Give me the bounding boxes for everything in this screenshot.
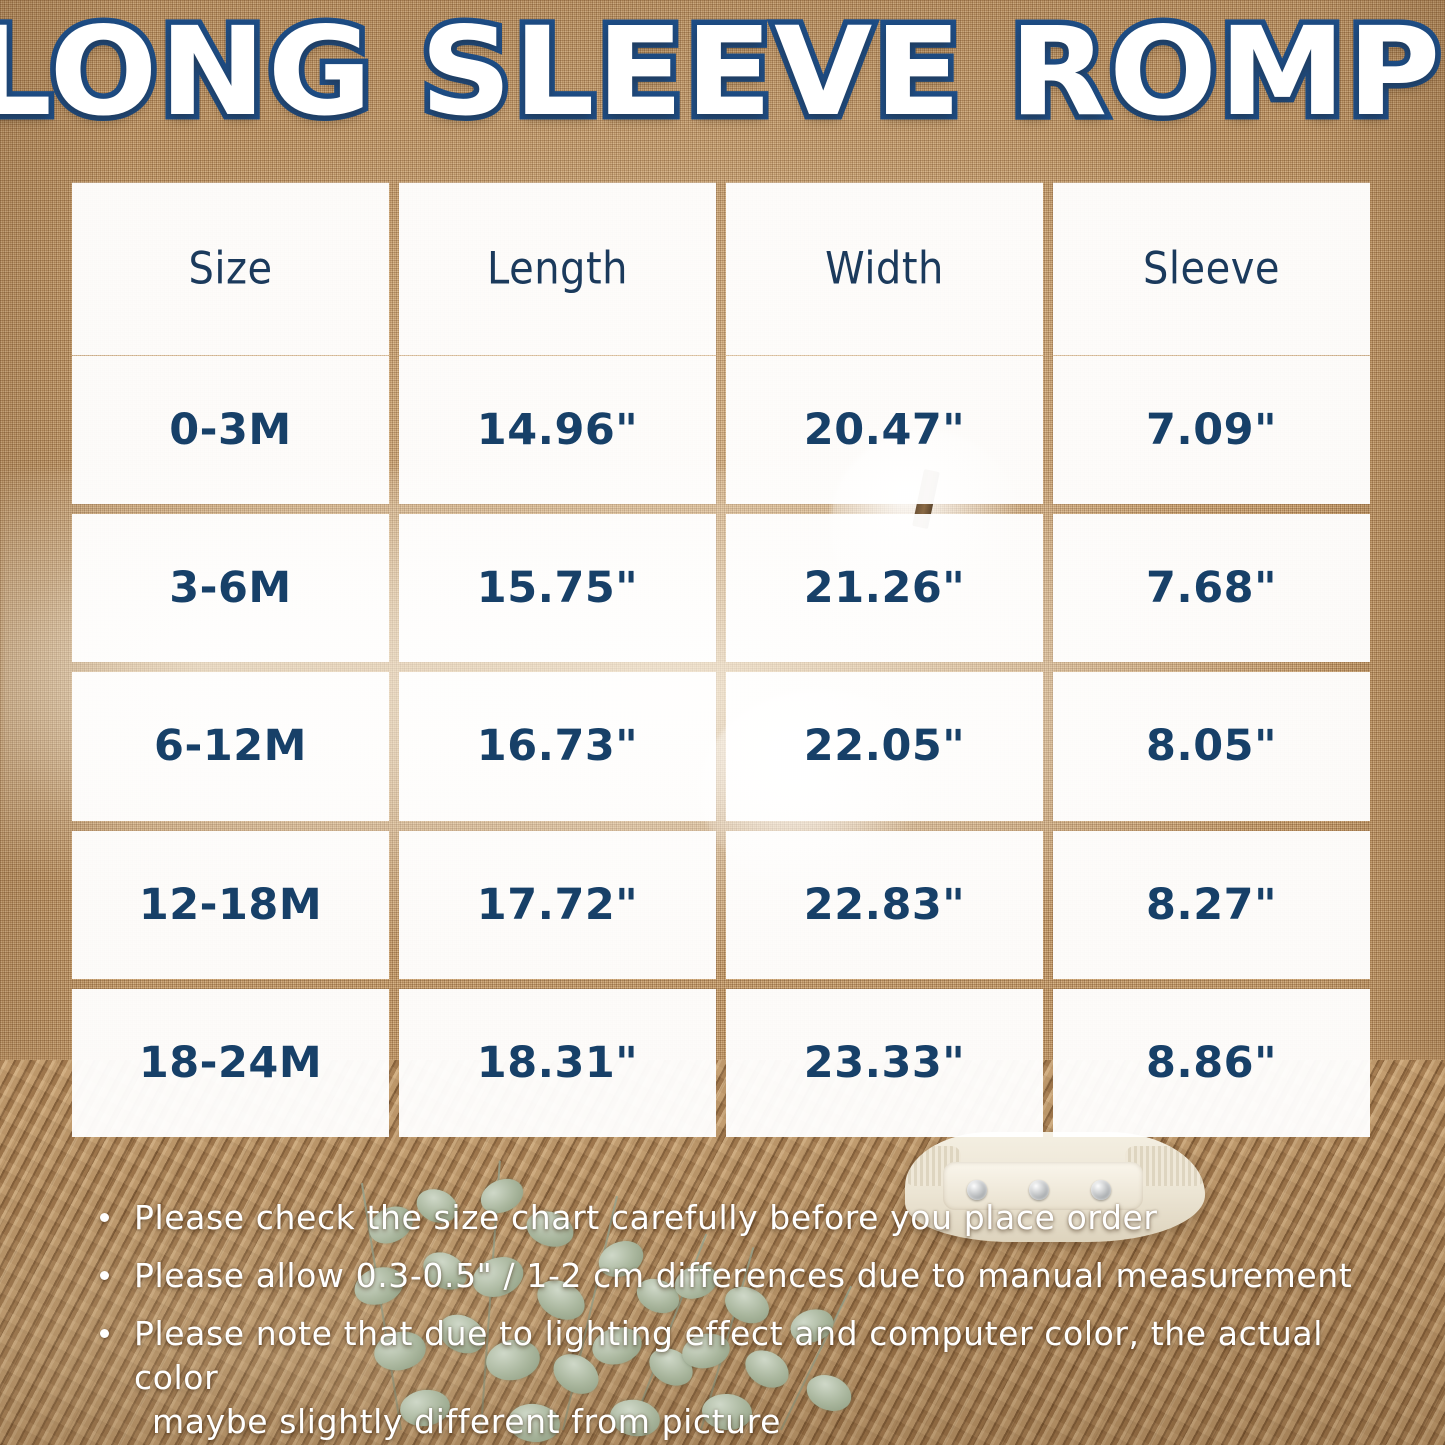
bullet-dot-icon xyxy=(100,1328,109,1338)
table-header-width: Width xyxy=(726,182,1043,356)
note-text-continued: maybe slightly different from picture xyxy=(152,1401,782,1441)
table-row: 20.47" xyxy=(726,356,1043,505)
table-row: 14.96" xyxy=(399,356,716,505)
table-row: 8.27" xyxy=(1053,830,1370,979)
table-row: 18.31" xyxy=(399,988,716,1137)
table-row: 22.05" xyxy=(726,672,1043,821)
note-item-1: Please check the size chart carefully be… xyxy=(92,1196,1375,1240)
table-row: 12-18M xyxy=(72,830,389,979)
disclaimer-notes: Please check the size chart carefully be… xyxy=(92,1196,1375,1445)
romper-snap-1 xyxy=(967,1180,987,1200)
bullet-dot-icon xyxy=(100,1213,109,1222)
size-chart-table: Size Length Width Sleeve 0-3M 14.96" 20.… xyxy=(72,182,1370,1137)
note-item-3: Please note that due to lighting effect … xyxy=(92,1312,1375,1444)
table-row: 16.73" xyxy=(399,672,716,821)
table-row: 8.86" xyxy=(1053,988,1370,1137)
baby-romper-photo xyxy=(905,1132,1205,1242)
table-row: 22.83" xyxy=(726,830,1043,979)
table-header-sleeve: Sleeve xyxy=(1053,182,1370,356)
table-row: 7.68" xyxy=(1053,514,1370,663)
table-header-length: Length xyxy=(399,182,716,356)
table-row: 21.26" xyxy=(726,514,1043,663)
table-row: 7.09" xyxy=(1053,356,1370,505)
table-row: 15.75" xyxy=(399,514,716,663)
bullet-dot-icon xyxy=(100,1270,109,1280)
table-row: 18-24M xyxy=(72,988,389,1137)
romper-snap-2 xyxy=(1029,1180,1049,1200)
table-row: 23.33" xyxy=(726,988,1043,1137)
note-item-2: Please allow 0.3-0.5" / 1-2 cm differenc… xyxy=(92,1254,1375,1298)
note-text: Please note that due to lighting effect … xyxy=(134,1313,1323,1397)
table-row: 17.72" xyxy=(399,830,716,979)
table-row: 8.05" xyxy=(1053,672,1370,821)
table-header-size: Size xyxy=(72,182,389,356)
table-row: 0-3M xyxy=(72,356,389,505)
table-row: 6-12M xyxy=(72,672,389,821)
note-text: Please allow 0.3-0.5" / 1-2 cm differenc… xyxy=(134,1255,1353,1295)
note-text: Please check the size chart carefully be… xyxy=(134,1198,1158,1237)
page-title: LONG SLEEVE ROMPER xyxy=(0,1,1445,143)
table-row: 3-6M xyxy=(72,514,389,663)
romper-snap-3 xyxy=(1091,1180,1111,1200)
